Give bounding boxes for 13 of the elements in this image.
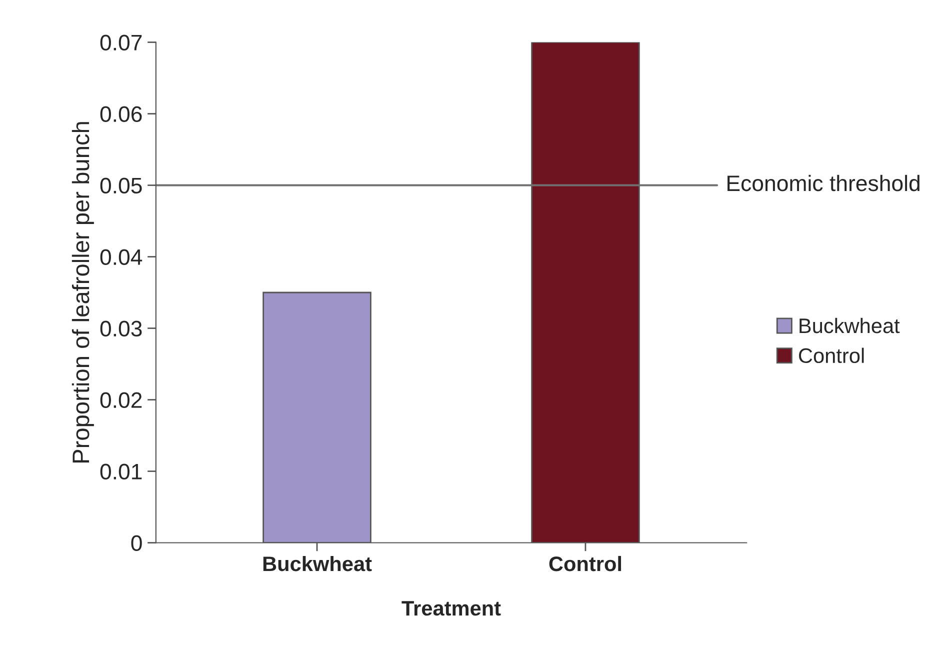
ref-line-label: Economic threshold (728, 174, 920, 192)
legend-label: Control (799, 348, 864, 364)
y-tick-label: 0.04 (100, 249, 142, 266)
y-tick-label: 0.05 (100, 178, 142, 194)
y-tick-label: 0.02 (100, 392, 142, 408)
y-tick-label: 0.07 (100, 34, 142, 51)
y-axis-title: Proportion of leafroller per bunch (72, 122, 94, 462)
y-tick-label: 0.01 (100, 464, 142, 480)
y-tick-label: 0.06 (100, 106, 142, 122)
y-tick-label: 0.03 (100, 320, 142, 337)
y-tick-label: 0 (131, 535, 142, 552)
x-axis-title: Treatment (402, 601, 501, 616)
legend-label: Buckwheat (800, 318, 900, 334)
